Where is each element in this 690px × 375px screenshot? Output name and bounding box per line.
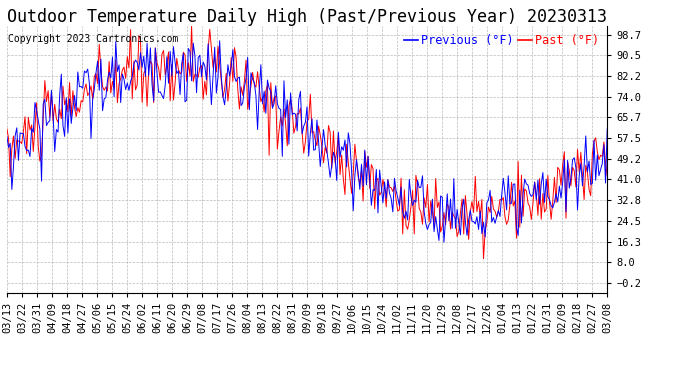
Legend: Previous (°F), Past (°F): Previous (°F), Past (°F) xyxy=(399,29,604,51)
Title: Outdoor Temperature Daily High (Past/Previous Year) 20230313: Outdoor Temperature Daily High (Past/Pre… xyxy=(7,8,607,26)
Text: Copyright 2023 Cartronics.com: Copyright 2023 Cartronics.com xyxy=(8,34,179,44)
